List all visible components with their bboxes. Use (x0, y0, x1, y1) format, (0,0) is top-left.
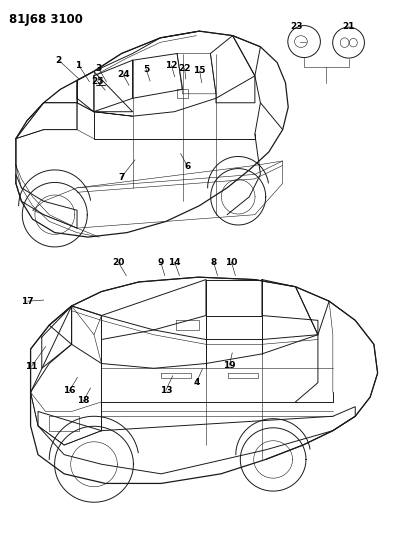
Text: 13: 13 (160, 386, 172, 394)
Text: 12: 12 (165, 61, 178, 70)
Text: 11: 11 (25, 362, 38, 370)
Text: 1: 1 (75, 61, 82, 69)
Text: 15: 15 (193, 67, 206, 75)
Text: 3: 3 (95, 64, 102, 72)
Text: 24: 24 (117, 70, 129, 79)
Text: 4: 4 (193, 378, 200, 386)
Text: 21: 21 (342, 22, 355, 31)
Text: 18: 18 (77, 397, 90, 405)
Text: 9: 9 (158, 258, 164, 266)
Text: 25: 25 (91, 77, 104, 85)
Text: 20: 20 (112, 258, 125, 266)
Text: 2: 2 (56, 56, 62, 64)
Text: 7: 7 (118, 173, 124, 182)
Text: 19: 19 (223, 361, 236, 369)
Text: 23: 23 (291, 22, 303, 31)
Text: 22: 22 (178, 64, 191, 72)
Text: 81J68 3100: 81J68 3100 (9, 13, 83, 26)
Text: 5: 5 (143, 65, 149, 74)
Text: 10: 10 (225, 258, 238, 266)
Text: 6: 6 (184, 162, 191, 171)
Text: 17: 17 (21, 297, 34, 305)
Text: 8: 8 (210, 258, 217, 266)
Text: 16: 16 (63, 386, 76, 395)
Text: 14: 14 (168, 258, 181, 266)
